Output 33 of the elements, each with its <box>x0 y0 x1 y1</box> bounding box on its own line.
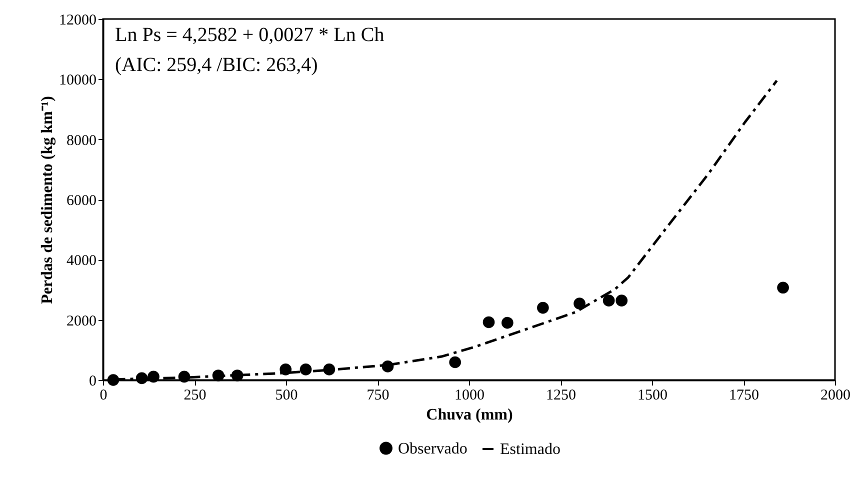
x-tick-label: 750 <box>366 388 390 404</box>
y-tick-label: 12000 <box>59 12 96 28</box>
x-tick-label: 1750 <box>729 388 759 404</box>
point <box>280 364 292 376</box>
point <box>300 364 312 376</box>
point <box>502 316 514 329</box>
x-tick-label: 1250 <box>546 388 576 404</box>
point <box>482 316 495 328</box>
point <box>777 282 789 294</box>
point <box>616 294 628 306</box>
annotation: (AIC: 259,4 /BIC: 263,4) <box>115 54 318 76</box>
point <box>537 302 549 314</box>
x-tick-label: 2000 <box>820 388 850 404</box>
point <box>574 298 586 310</box>
x-tick-label: 0 <box>100 388 108 404</box>
point <box>602 294 615 306</box>
point <box>323 364 336 376</box>
y-tick-label: 10000 <box>59 72 96 89</box>
y-tick-label: 8000 <box>66 132 96 149</box>
x-tick-label: 250 <box>184 388 206 404</box>
point <box>449 356 462 368</box>
y-tick-label: 0 <box>89 374 96 390</box>
x-tick-label: 500 <box>275 388 298 404</box>
y-tick-label: 6000 <box>66 193 96 209</box>
legend-label: Observado <box>398 440 468 458</box>
annotation: Ln Ps = 4,2582 + 0,0027 * Ln Ch <box>115 24 384 46</box>
legend-label: Estimado <box>500 441 560 458</box>
x-tick-label: 1500 <box>638 388 668 404</box>
y-tick-label: 2000 <box>66 313 96 330</box>
x-tick-label: 1000 <box>454 388 484 404</box>
y-tick-label: 4000 <box>66 253 96 270</box>
y-axis-title: Perdas de sedimento (kg km⁻¹) <box>39 96 56 304</box>
x-axis-title: Chuva (mm) <box>426 406 513 424</box>
